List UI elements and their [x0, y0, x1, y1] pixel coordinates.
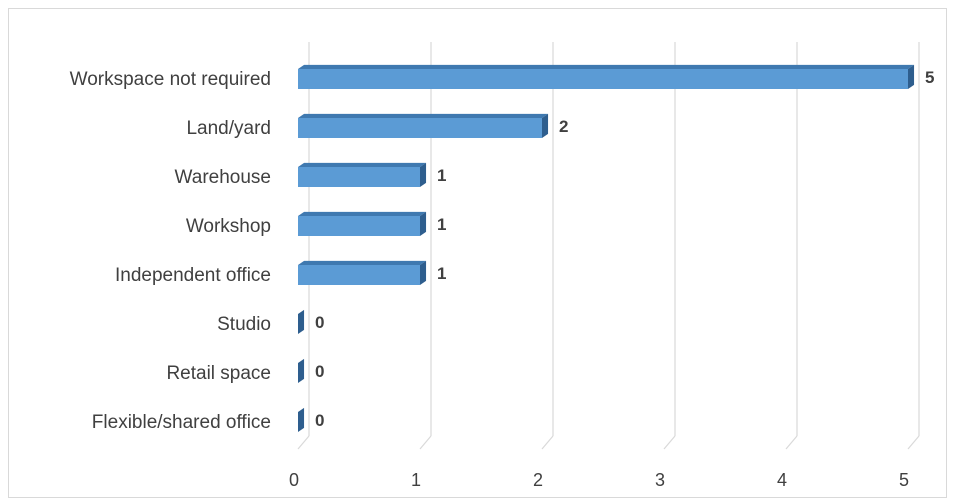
labels: 0 1 2 3 4 5 Workspace not required 5 Land/yard 2 W…	[70, 68, 935, 490]
bar-group	[298, 260, 427, 285]
category-label: Land/yard	[186, 118, 271, 139]
x-tick-label: 1	[411, 470, 421, 490]
data-label: 5	[925, 68, 934, 87]
data-label: 0	[315, 411, 324, 430]
category-label: Workspace not required	[70, 69, 271, 90]
gridlines	[297, 42, 920, 450]
bar	[298, 167, 420, 187]
bar-side-face	[420, 260, 427, 285]
bar	[298, 216, 420, 236]
bar-side-face	[420, 162, 427, 187]
category-label: Warehouse	[175, 167, 271, 188]
bar-side-face	[420, 211, 427, 236]
bar-side-face	[542, 113, 549, 138]
x-tick-label: 3	[655, 470, 665, 490]
data-label: 0	[315, 362, 324, 381]
data-label: 0	[315, 313, 324, 332]
bar-side-face	[908, 64, 915, 89]
gridline-depth-1	[419, 435, 432, 450]
bar-group	[298, 358, 305, 383]
data-label: 1	[437, 166, 446, 185]
x-tick-label: 2	[533, 470, 543, 490]
data-label: 2	[559, 117, 568, 136]
gridline-depth-2	[541, 435, 554, 450]
bar-group	[298, 64, 915, 89]
x-tick-label: 0	[289, 470, 299, 490]
bar-group	[298, 309, 305, 334]
category-label: Flexible/shared office	[92, 412, 271, 433]
gridline-depth-4	[785, 435, 798, 450]
bar-group	[298, 407, 305, 432]
bar-side-face	[298, 358, 305, 383]
bar	[298, 69, 908, 89]
bar-top-face	[298, 162, 427, 167]
bar-group	[298, 162, 427, 187]
category-label: Retail space	[166, 363, 271, 384]
bar-top-face	[298, 113, 549, 118]
bar-side-face	[298, 407, 305, 432]
x-tick-label: 5	[899, 470, 909, 490]
data-label: 1	[437, 215, 446, 234]
bar-group	[298, 113, 549, 138]
category-label: Workshop	[186, 216, 271, 237]
x-tick-label: 4	[777, 470, 787, 490]
bar	[298, 118, 542, 138]
bar-top-face	[298, 260, 427, 265]
bars	[298, 64, 915, 432]
chart-frame	[8, 8, 947, 498]
bar-top-face	[298, 211, 427, 216]
data-label: 1	[437, 264, 446, 283]
bar-group	[298, 211, 427, 236]
bar	[298, 265, 420, 285]
gridline-depth-5	[907, 435, 920, 450]
bar-side-face	[298, 309, 305, 334]
gridline-depth-0	[297, 435, 310, 450]
bar-top-face	[298, 64, 915, 69]
category-label: Independent office	[115, 265, 271, 286]
gridline-depth-3	[663, 435, 676, 450]
category-label: Studio	[217, 314, 271, 335]
